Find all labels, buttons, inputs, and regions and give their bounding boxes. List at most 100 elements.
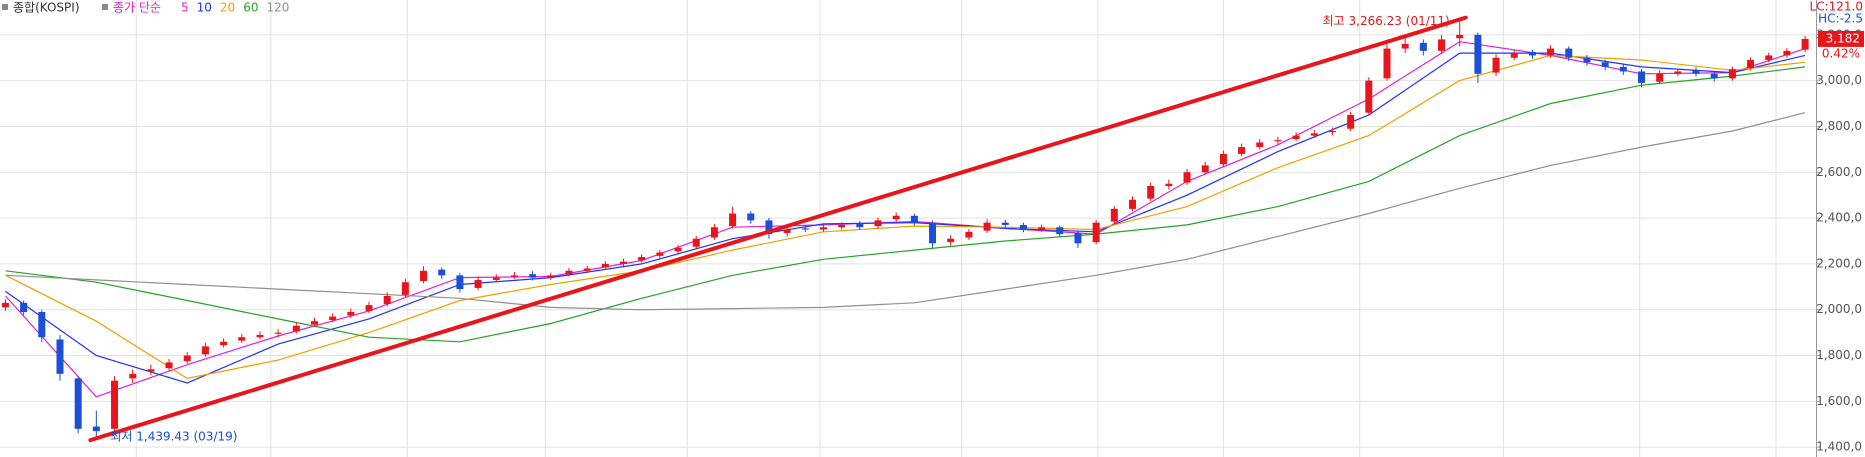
candle [583, 265, 591, 274]
legend-label: 20 [220, 1, 235, 15]
candle-body [1492, 57, 1500, 73]
candle-body [1238, 147, 1246, 154]
candle [310, 317, 318, 327]
candle [347, 308, 355, 318]
candle-body [56, 339, 64, 374]
candle-body [1147, 186, 1155, 199]
candle-body [947, 238, 955, 243]
candle [765, 218, 773, 239]
price-box [1818, 30, 1864, 47]
candle-body [1274, 140, 1282, 142]
candle [1510, 49, 1518, 61]
candle-body [1, 302, 9, 308]
candle [438, 267, 446, 279]
candle [1238, 143, 1246, 157]
candle [1310, 129, 1318, 138]
candle [201, 342, 209, 357]
candle [1419, 39, 1427, 56]
candle [1619, 64, 1627, 75]
candle [1274, 136, 1282, 145]
candle [620, 258, 628, 267]
candle [147, 364, 155, 375]
candle [1583, 54, 1591, 66]
ma-line [5, 54, 1806, 380]
annotation-high: 최고 3,266.23 (01/11) [1323, 14, 1450, 28]
candle-body [747, 213, 755, 221]
candle [1710, 71, 1718, 82]
candle-body [965, 231, 973, 238]
y-tick-label: 1,400,0 [1816, 440, 1862, 454]
candle-body [819, 227, 827, 230]
candle [601, 261, 609, 270]
candle [801, 225, 809, 233]
candle [383, 292, 391, 307]
candle [892, 212, 900, 222]
candle [20, 300, 28, 316]
candle [256, 331, 264, 340]
candle [1147, 182, 1155, 201]
candle [1656, 70, 1664, 85]
candle [1365, 77, 1373, 115]
candle-body [1383, 48, 1391, 79]
candle-body [1528, 51, 1536, 56]
candle-body [674, 247, 682, 252]
candle [529, 271, 537, 281]
candle [1183, 168, 1191, 185]
candle-body [510, 275, 518, 277]
candle-body [1292, 135, 1300, 140]
candle-body [420, 270, 428, 282]
candle [456, 273, 464, 293]
candle [183, 352, 191, 364]
candle-body [838, 224, 846, 228]
candle-body [910, 215, 918, 223]
ma-line [5, 112, 1806, 311]
candle [638, 254, 646, 263]
candle-body [1419, 42, 1427, 51]
candle [1601, 59, 1609, 71]
candle [38, 309, 46, 342]
legend-label: 10 [197, 1, 212, 15]
candle-body [20, 302, 28, 312]
candle [1219, 150, 1227, 167]
candle [1383, 43, 1391, 81]
candle-body [565, 270, 573, 275]
y-tick-label: 2,600,0 [1816, 165, 1862, 179]
candle [710, 223, 718, 240]
candle [220, 338, 228, 348]
candle-body [92, 426, 100, 432]
candle-body [492, 277, 500, 280]
candle [401, 278, 409, 298]
candle [965, 229, 973, 240]
candle [1801, 35, 1809, 52]
candle [1747, 57, 1755, 71]
candle-body [892, 215, 900, 220]
candle [329, 313, 337, 323]
candle-body [474, 279, 482, 288]
candle-body [601, 263, 609, 268]
candle [1292, 132, 1300, 142]
candle [1256, 139, 1264, 150]
candle [1783, 48, 1791, 58]
candle [838, 222, 846, 230]
candle [1201, 161, 1209, 175]
candle [274, 329, 282, 338]
candle [910, 213, 918, 226]
candle [1547, 45, 1555, 58]
trend-line [88, 15, 1468, 443]
candle [1456, 19, 1464, 47]
candle [947, 235, 955, 246]
candle-body [292, 325, 300, 332]
candle-body [801, 228, 809, 230]
candle-body [1656, 73, 1664, 82]
candle-body [1401, 43, 1409, 49]
candle [819, 224, 827, 232]
candle-body [1583, 57, 1591, 63]
candle [111, 376, 119, 432]
annotation-low: 최저 1,439.43 (03/19) [110, 430, 237, 444]
ma-line [5, 66, 1806, 343]
candle-body [147, 369, 155, 372]
legend-icon [102, 4, 108, 10]
candle-body [165, 362, 173, 369]
lc-label: LC:121.0 [1810, 0, 1863, 14]
